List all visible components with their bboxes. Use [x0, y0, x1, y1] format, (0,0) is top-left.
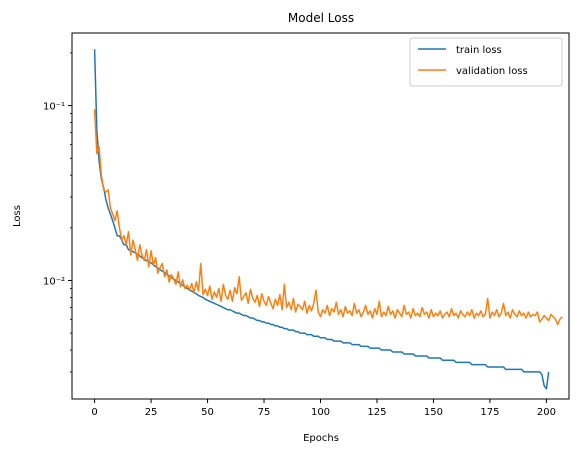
- axes-frame: [71, 32, 570, 400]
- legend-box: [409, 37, 563, 87]
- x-axis-ticks: 0 25 50 75 100 125 150 175 200: [91, 399, 556, 418]
- x-tick-label: 75: [258, 407, 271, 418]
- x-tick-label: 0: [91, 407, 97, 418]
- legend-label-train: train loss: [456, 45, 502, 56]
- x-tick-label: 200: [537, 407, 556, 418]
- x-tick-label: 100: [311, 407, 330, 418]
- x-tick-label: 175: [480, 407, 499, 418]
- x-tick-label: 25: [145, 407, 158, 418]
- chart-title: Model Loss: [288, 11, 354, 25]
- x-axis-label: Epochs: [303, 433, 339, 444]
- plot-area: 0 25 50 75 100 125 150 175 200 10⁻² 10⁻¹: [43, 32, 570, 418]
- x-tick-label: 125: [367, 407, 386, 418]
- x-tick-label: 150: [424, 407, 443, 418]
- y-tick-label: 10⁻¹: [43, 102, 65, 113]
- x-tick-label: 50: [201, 407, 214, 418]
- y-axis-label: Loss: [12, 205, 23, 227]
- legend-label-validation: validation loss: [456, 66, 528, 77]
- y-axis-ticks: 10⁻² 10⁻¹: [43, 52, 72, 373]
- legend: train loss validation loss: [409, 37, 563, 87]
- series-layer: [93, 49, 563, 390]
- y-tick-label: 10⁻²: [43, 276, 65, 287]
- series-line-1: [93, 109, 563, 326]
